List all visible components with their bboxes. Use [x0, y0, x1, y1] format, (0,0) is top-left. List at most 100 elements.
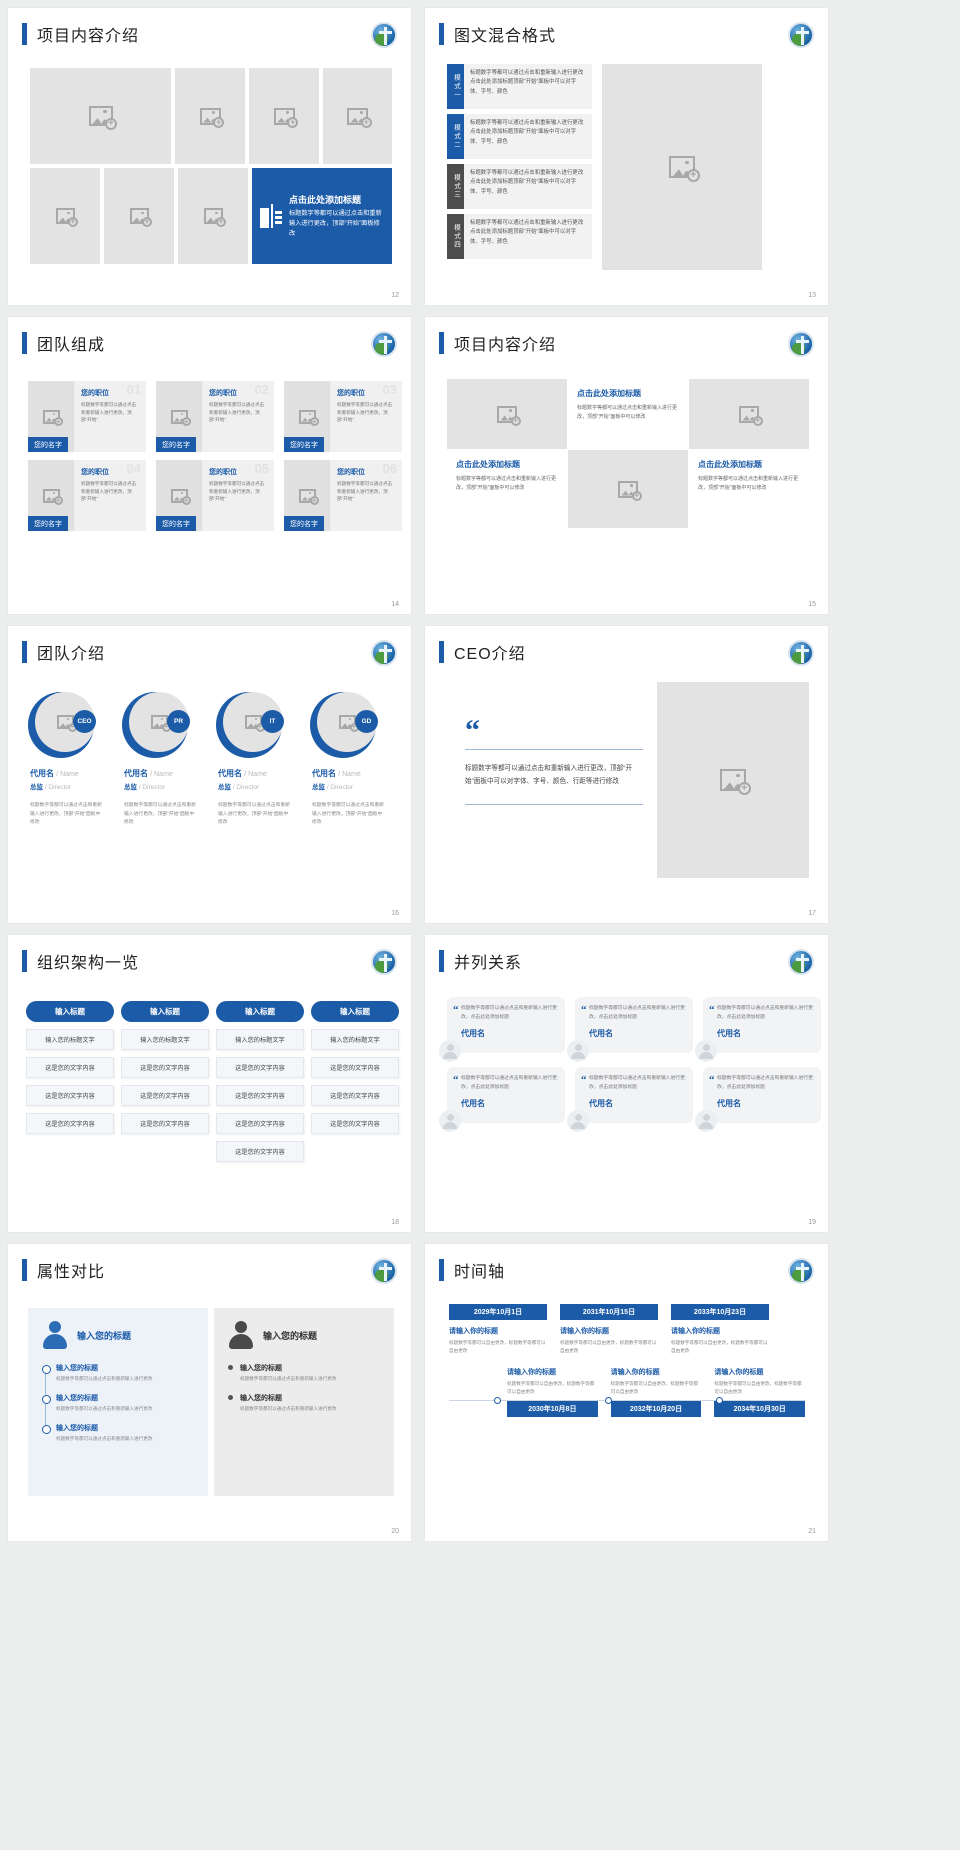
image-placeholder[interactable]: +	[568, 450, 688, 528]
image-placeholder[interactable]: + 您的名字	[28, 381, 74, 452]
org-cell[interactable]: 这是您的文字内容	[311, 1085, 399, 1106]
quote-card[interactable]: “ 标题数字等都可以通过点击和重新输入进行更改，点击此处添加标题 代用名	[439, 997, 565, 1062]
team-card[interactable]: + 您的名字 05 您的职位 标题数字等都可以通过点击和重新输入进行更改，顶部“…	[156, 460, 274, 531]
compare-item[interactable]: 输入您的标题 标题数字等都可以通过点击和重新输入进行更改	[228, 1363, 380, 1383]
quote-card[interactable]: “ 标题数字等都可以通过点击和重新输入进行更改，点击此处添加标题 代用名	[695, 997, 821, 1062]
org-cell[interactable]: 输入您的标题文字	[121, 1029, 209, 1050]
image-placeholder[interactable]: +	[129, 692, 189, 752]
mode-row[interactable]: 模式四 标题数字等都可以通过点击和重新输入进行更改 点击此处添加标题顶部“开始”…	[447, 214, 592, 259]
image-placeholder[interactable]: +	[104, 168, 174, 264]
content-block[interactable]: 点击此处添加标题 标题数字等都可以通过点击和重新输入进行更改，顶部“开始”面板中…	[568, 379, 688, 449]
page-title: 图文混合格式	[454, 28, 557, 45]
image-placeholder[interactable]: + 您的名字	[156, 460, 202, 531]
org-cell[interactable]: 这是您的文字内容	[216, 1113, 304, 1134]
quote-card[interactable]: “ 标题数字等都可以通过点击和重新输入进行更改，点击此处添加标题 代用名	[567, 997, 693, 1062]
image-placeholder[interactable]: + 您的名字	[284, 381, 330, 452]
image-placeholder[interactable]: +	[447, 379, 567, 449]
image-placeholder[interactable]: +	[657, 682, 809, 878]
column-header[interactable]: 输入标题	[311, 1001, 399, 1022]
slide-thumbnail-20[interactable]: 属性对比 输入您的标题 输入您的标题 标题数字等都可以通过点击和重新输入进行更改	[8, 1244, 411, 1541]
quote-card[interactable]: “ 标题数字等都可以通过点击和重新输入进行更改，点击此处添加标题 代用名	[567, 1067, 693, 1132]
timeline-event[interactable]: 2029年10月1日 请输入你的标题 标题数字等都可以自由更改，标题数字等都可以…	[449, 1304, 547, 1355]
image-placeholder[interactable]: +	[317, 692, 377, 752]
slide-thumbnail-15[interactable]: 项目内容介绍 + 点击此处添加标题 标题数字等都可以通过点击和重新输入进行更改，…	[425, 317, 828, 614]
org-cell[interactable]: 这是您的文字内容	[311, 1057, 399, 1078]
slide-thumbnail-19[interactable]: 并列关系 “ 标题数字等都可以通过点击和重新输入进行更改，点击此处添加标题 代用…	[425, 935, 828, 1232]
org-chart-grid: 输入标题 输入您的标题文字 这是您的文字内容 这是您的文字内容 这是您的文字内容…	[26, 1001, 399, 1162]
slide-thumbnail-17[interactable]: CEO介绍 “ 标题数字等都可以通过点击和重新输入进行更改，顶部“开始”面板中可…	[425, 626, 828, 923]
timeline-event[interactable]: 2033年10月23日 请输入你的标题 标题数字等都可以自由更改，标题数字等都可…	[671, 1304, 769, 1355]
title-accent-bar	[22, 332, 27, 354]
org-cell[interactable]: 这是您的文字内容	[216, 1085, 304, 1106]
org-cell[interactable]: 这是您的文字内容	[26, 1113, 114, 1134]
compare-item[interactable]: 输入您的标题 标题数字等都可以通过点击和重新输入进行更改	[228, 1393, 380, 1413]
image-placeholder[interactable]: +	[175, 68, 245, 164]
slide-thumbnail-12[interactable]: 项目内容介绍 + +	[8, 8, 411, 305]
slide-thumbnail-14[interactable]: 团队组成 + 您的名字 01 您的职位 标题数字等都可以通过点击和重新输入进行更…	[8, 317, 411, 614]
slide-thumbnail-16[interactable]: 团队介绍 + CEO 代用名 / Name 总监 / Director 标题	[8, 626, 411, 923]
comparison-panels: 输入您的标题 输入您的标题 标题数字等都可以通过点击和重新输入进行更改 输入您的…	[28, 1308, 394, 1496]
org-cell[interactable]: 这是您的文字内容	[311, 1113, 399, 1134]
content-block[interactable]: 点击此处添加标题 标题数字等都可以通过点击和重新输入进行更改，顶部“开始”面板中…	[689, 450, 809, 528]
image-placeholder[interactable]: + 您的名字	[284, 460, 330, 531]
org-cell[interactable]: 这是您的文字内容	[121, 1057, 209, 1078]
org-cell[interactable]: 这是您的文字内容	[26, 1085, 114, 1106]
quote-block[interactable]: “ 标题数字等都可以通过点击和重新输入进行更改，顶部“开始”面板中可以对字体、字…	[465, 716, 643, 806]
quote-card[interactable]: “ 标题数字等都可以通过点击和重新输入进行更改，点击此处添加标题 代用名	[439, 1067, 565, 1132]
comparison-panel-left[interactable]: 输入您的标题 输入您的标题 标题数字等都可以通过点击和重新输入进行更改 输入您的…	[28, 1308, 208, 1496]
column-header[interactable]: 输入标题	[121, 1001, 209, 1022]
team-card[interactable]: + 您的名字 02 您的职位 标题数字等都可以通过点击和重新输入进行更改，顶部“…	[156, 381, 274, 452]
team-card[interactable]: + 您的名字 06 您的职位 标题数字等都可以通过点击和重新输入进行更改，顶部“…	[284, 460, 402, 531]
image-placeholder[interactable]: +	[30, 168, 100, 264]
team-member[interactable]: + PR 代用名 / Name 总监 / Director 标题数字等都可以通过…	[116, 692, 208, 828]
org-cell[interactable]: 输入您的标题文字	[216, 1029, 304, 1050]
team-member[interactable]: + CEO 代用名 / Name 总监 / Director 标题数字等都可以通…	[22, 692, 114, 828]
org-cell[interactable]: 这是您的文字内容	[26, 1057, 114, 1078]
org-cell[interactable]: 输入您的标题文字	[26, 1029, 114, 1050]
compare-item[interactable]: 输入您的标题 标题数字等都可以通过点击和重新输入进行更改	[42, 1363, 194, 1383]
member-name: 代用名	[124, 769, 148, 778]
image-placeholder[interactable]: + 您的名字	[156, 381, 202, 452]
team-card[interactable]: + 您的名字 04 您的职位 标题数字等都可以通过点击和重新输入进行更改，顶部“…	[28, 460, 146, 531]
member-desc: 标题数字等都可以通过点击和重新输入进行更改，顶部“开始”	[337, 481, 393, 502]
column-header[interactable]: 输入标题	[26, 1001, 114, 1022]
image-placeholder[interactable]: +	[30, 68, 171, 164]
page-title: 并列关系	[454, 955, 523, 972]
timeline-event[interactable]: 请输入你的标题 标题数字等都可以自由更改，标题数字等都可以自由更改 2034年1…	[714, 1361, 806, 1418]
quote-card[interactable]: “ 标题数字等都可以通过点击和重新输入进行更改，点击此处添加标题 代用名	[695, 1067, 821, 1132]
image-placeholder[interactable]: +	[689, 379, 809, 449]
timeline-event[interactable]: 请输入你的标题 标题数字等都可以自由更改，标题数字等都可以自由更改 2030年1…	[507, 1361, 598, 1418]
compare-item[interactable]: 输入您的标题 标题数字等都可以通过点击和重新输入进行更改	[42, 1393, 194, 1413]
callout-card[interactable]: 点击此处添加标题 标题数字等都可以通过点击和重新输入进行更改，顶部“开始”面板修…	[252, 168, 392, 264]
team-card[interactable]: + 您的名字 03 您的职位 标题数字等都可以通过点击和重新输入进行更改，顶部“…	[284, 381, 402, 452]
team-card[interactable]: + 您的名字 01 您的职位 标题数字等都可以通过点击和重新输入进行更改，顶部“…	[28, 381, 146, 452]
mode-row[interactable]: 模式二 标题数字等都可以通过点击和重新输入进行更改 点击此处添加标题顶部“开始”…	[447, 114, 592, 159]
image-placeholder[interactable]: +	[249, 68, 319, 164]
image-placeholder[interactable]: +	[602, 64, 762, 270]
mode-row[interactable]: 模式一 标题数字等都可以通过点击和重新输入进行更改 点击此处添加标题顶部“开始”…	[447, 64, 592, 109]
mode-row[interactable]: 模式三 标题数字等都可以通过点击和重新输入进行更改 点击此处添加标题顶部“开始”…	[447, 164, 592, 209]
title-accent-bar	[439, 950, 444, 972]
compare-item[interactable]: 输入您的标题 标题数字等都可以通过点击和重新输入进行更改	[42, 1423, 194, 1443]
image-placeholder[interactable]: +	[178, 168, 248, 264]
org-cell[interactable]: 这是您的文字内容	[216, 1057, 304, 1078]
slide-thumbnail-13[interactable]: 图文混合格式 模式一 标题数字等都可以通过点击和重新输入进行更改 点击此处添加标…	[425, 8, 828, 305]
image-placeholder[interactable]: + 您的名字	[28, 460, 74, 531]
image-placeholder[interactable]: +	[323, 68, 392, 164]
add-image-icon: +	[298, 409, 319, 427]
column-header[interactable]: 输入标题	[216, 1001, 304, 1022]
timeline-event[interactable]: 请输入你的标题 标题数字等都可以自由更改，标题数字等都可以自由更改 2032年1…	[610, 1361, 702, 1418]
comparison-panel-right[interactable]: 输入您的标题 输入您的标题 标题数字等都可以通过点击和重新输入进行更改 输入您的…	[214, 1308, 394, 1496]
team-member[interactable]: + IT 代用名 / Name 总监 / Director 标题数字等都可以通过…	[210, 692, 302, 828]
team-member[interactable]: + GD 代用名 / Name 总监 / Director 标题数字等都可以通过…	[304, 692, 396, 828]
quote-mark-icon: “	[709, 1074, 715, 1086]
org-cell[interactable]: 这是您的文字内容	[216, 1141, 304, 1162]
slide-thumbnail-18[interactable]: 组织架构一览 输入标题 输入您的标题文字 这是您的文字内容 这是您的文字内容 这…	[8, 935, 411, 1232]
timeline-event[interactable]: 2031年10月15日 请输入你的标题 标题数字等都可以自由更改，标题数字等都可…	[560, 1304, 658, 1355]
org-cell[interactable]: 输入您的标题文字	[311, 1029, 399, 1050]
slide-thumbnail-21[interactable]: 时间轴 2029年10月1日 请输入你的标题 标题数字等都可以自由更改，标题数字…	[425, 1244, 828, 1541]
quote-mark-icon: “	[453, 1004, 459, 1016]
content-block[interactable]: 点击此处添加标题 标题数字等都可以通过点击和重新输入进行更改，顶部“开始”面板中…	[447, 450, 567, 528]
org-cell[interactable]: 这是您的文字内容	[121, 1085, 209, 1106]
org-cell[interactable]: 这是您的文字内容	[121, 1113, 209, 1134]
